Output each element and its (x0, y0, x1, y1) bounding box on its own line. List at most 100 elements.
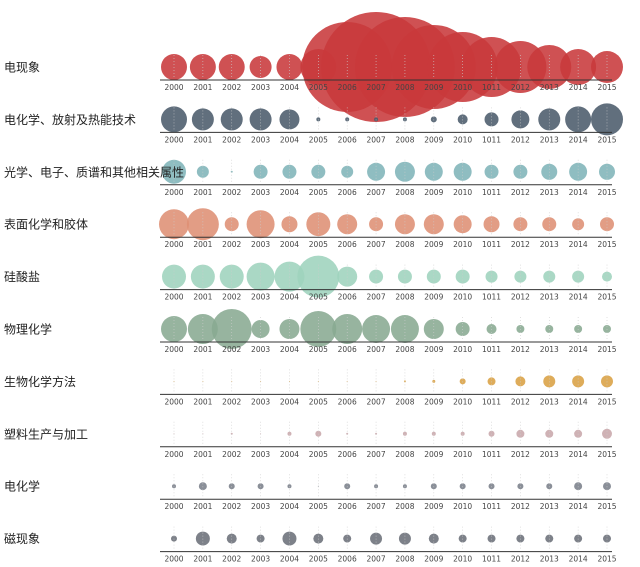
year-label: 2006 (338, 240, 357, 249)
year-label: 2013 (540, 450, 559, 459)
year-label: 2010 (453, 555, 472, 564)
year-label: 2008 (395, 345, 414, 354)
year-label: 2007 (367, 555, 386, 564)
year-label: 2015 (597, 135, 616, 144)
bubble (161, 106, 187, 133)
year-label: 2009 (424, 345, 443, 354)
row-label: 塑料生产与加工 (4, 426, 88, 441)
year-label: 1011 (482, 502, 501, 511)
year-label: 2005 (309, 502, 328, 511)
year-label: 2006 (338, 397, 357, 406)
year-label: 2007 (367, 83, 386, 92)
bubble (249, 108, 272, 131)
year-label: 2003 (251, 83, 270, 92)
bubble (538, 108, 561, 131)
year-label: 2001 (193, 240, 212, 249)
year-label: 2003 (251, 345, 270, 354)
year-label: 2013 (540, 83, 559, 92)
year-label: 2007 (367, 397, 386, 406)
year-label: 2008 (395, 135, 414, 144)
year-label: 2004 (280, 555, 299, 564)
year-label: 2004 (280, 345, 299, 354)
year-label: 2012 (511, 450, 530, 459)
year-label: 2010 (453, 450, 472, 459)
year-label: 2000 (164, 240, 183, 249)
bubble (191, 108, 214, 131)
year-label: 2005 (309, 83, 328, 92)
year-label: 2002 (222, 450, 241, 459)
year-label: 2003 (251, 555, 270, 564)
year-label: 2004 (280, 188, 299, 197)
row-label: 光学、电子、质谱和其他相关属性 (4, 164, 184, 179)
year-label: 2008 (395, 83, 414, 92)
year-label: 2014 (569, 83, 588, 92)
year-label: 2001 (193, 397, 212, 406)
year-label: 2004 (280, 240, 299, 249)
year-label: 2000 (164, 293, 183, 302)
year-label: 2007 (367, 345, 386, 354)
year-label: 2009 (424, 397, 443, 406)
year-label: 1011 (482, 188, 501, 197)
year-label: 2000 (164, 555, 183, 564)
year-label: 2009 (424, 555, 443, 564)
year-label: 2012 (511, 397, 530, 406)
year-label: 2002 (222, 240, 241, 249)
year-label: 2009 (424, 502, 443, 511)
year-label: 2013 (540, 397, 559, 406)
year-label: 2006 (338, 345, 357, 354)
year-label: 2001 (193, 450, 212, 459)
bubble (511, 110, 530, 129)
year-label: 2014 (569, 450, 588, 459)
year-label: 2003 (251, 397, 270, 406)
year-label: 2013 (540, 293, 559, 302)
year-label: 2014 (569, 502, 588, 511)
year-label: 2012 (511, 135, 530, 144)
year-label: 1011 (482, 240, 501, 249)
year-label: 2006 (338, 450, 357, 459)
year-label: 2012 (511, 555, 530, 564)
year-label: 2009 (424, 83, 443, 92)
year-label: 2003 (251, 188, 270, 197)
bubble (591, 103, 623, 136)
year-label: 2003 (251, 502, 270, 511)
year-label: 2008 (395, 188, 414, 197)
year-label: 2001 (193, 135, 212, 144)
year-label: 2005 (309, 555, 328, 564)
year-label: 2014 (569, 240, 588, 249)
year-label: 2006 (338, 555, 357, 564)
year-label: 1011 (482, 345, 501, 354)
year-label: 2010 (453, 345, 472, 354)
year-label: 2004 (280, 502, 299, 511)
row-label: 电化学 (4, 479, 40, 494)
bubbles (159, 12, 623, 546)
year-label: 2002 (222, 397, 241, 406)
year-label: 1011 (482, 555, 501, 564)
year-label: 2008 (395, 502, 414, 511)
year-label: 2005 (309, 188, 328, 197)
year-label: 2015 (597, 188, 616, 197)
year-label: 2010 (453, 397, 472, 406)
year-label: 2002 (222, 502, 241, 511)
year-label: 2000 (164, 135, 183, 144)
year-label: 2007 (367, 240, 386, 249)
year-label: 2013 (540, 135, 559, 144)
year-label: 2000 (164, 397, 183, 406)
year-label: 2010 (453, 240, 472, 249)
year-label: 2014 (569, 555, 588, 564)
year-label: 2014 (569, 293, 588, 302)
year-label: 2008 (395, 450, 414, 459)
year-label: 1011 (482, 450, 501, 459)
year-label: 2013 (540, 555, 559, 564)
year-label: 2005 (309, 450, 328, 459)
row-label: 生物化学方法 (4, 374, 76, 389)
year-label: 2014 (569, 345, 588, 354)
year-label: 2008 (395, 397, 414, 406)
year-label: 2005 (309, 345, 328, 354)
bubble (565, 106, 592, 133)
year-label: 2002 (222, 345, 241, 354)
year-label: 2003 (251, 135, 270, 144)
year-label: 2014 (569, 397, 588, 406)
year-label: 2007 (367, 502, 386, 511)
